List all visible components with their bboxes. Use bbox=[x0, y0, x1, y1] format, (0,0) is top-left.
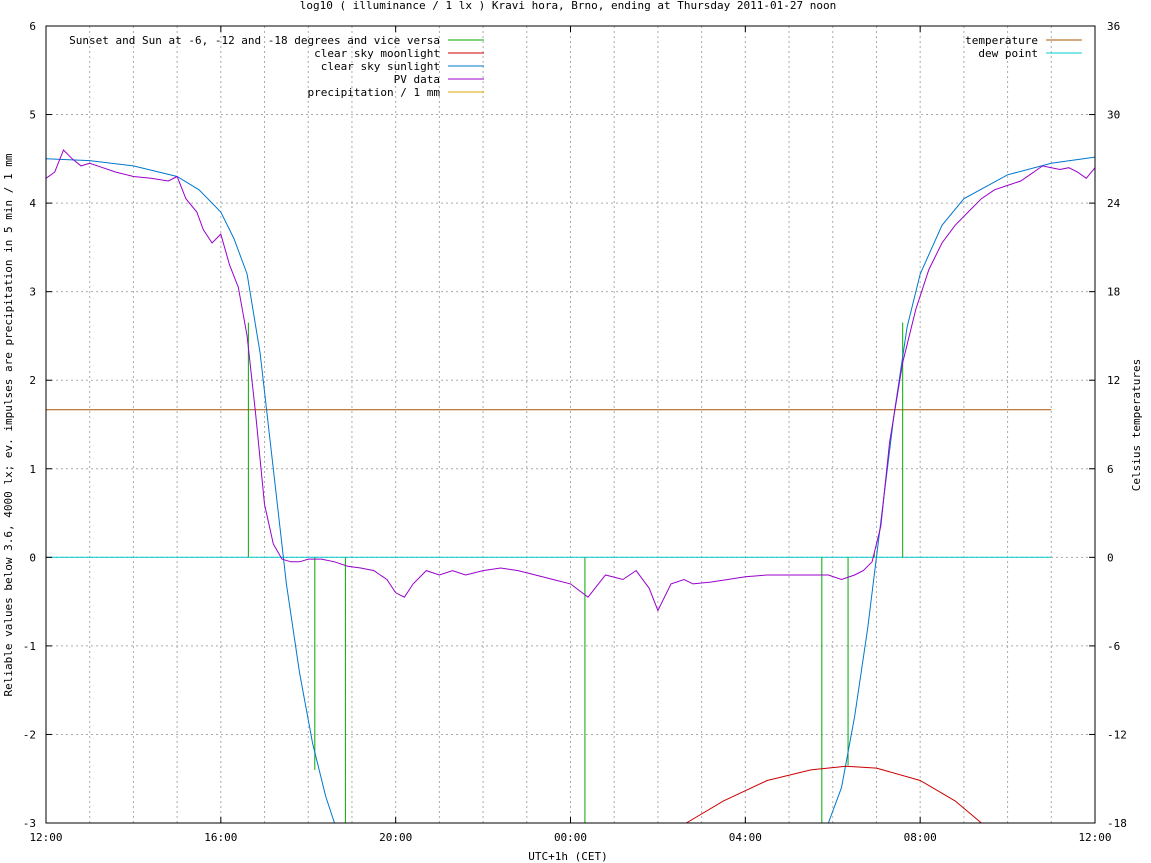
axis-ticks: 12:00 16:00 20:00 00:00 04:00 08:00 12:00-3-2-… bbox=[23, 20, 1127, 844]
y-tick-label: 2 bbox=[29, 374, 36, 387]
x-tick-label: 00:00 bbox=[554, 831, 587, 844]
y2-tick-label: 12 bbox=[1107, 374, 1120, 387]
y2-tick-label: 6 bbox=[1107, 463, 1114, 476]
x-tick-label: 12:00 bbox=[1078, 831, 1111, 844]
y-tick-label: 1 bbox=[29, 463, 36, 476]
y-tick-label: -3 bbox=[23, 817, 36, 830]
clear-sky-sunlight-curve bbox=[827, 156, 1096, 824]
x-tick-label: 16:00 bbox=[204, 831, 237, 844]
legend-left-label: Sunset and Sun at -6, -12 and -18 degree… bbox=[69, 34, 440, 47]
x-tick-label: 08:00 bbox=[904, 831, 937, 844]
y-tick-label: 4 bbox=[29, 197, 36, 210]
legend-left-label: clear sky moonlight bbox=[314, 47, 440, 60]
pv-data-line bbox=[45, 149, 1096, 612]
y2-tick-label: 36 bbox=[1107, 20, 1120, 33]
y-tick-label: 0 bbox=[29, 551, 36, 564]
chart-title: log10 ( illuminance / 1 lx ) Kravi hora,… bbox=[300, 0, 836, 12]
data-series bbox=[45, 149, 1096, 824]
y2-tick-label: 0 bbox=[1107, 551, 1114, 564]
legend-right-label: dew point bbox=[978, 47, 1038, 60]
clear-sky-sunlight-curve bbox=[45, 158, 335, 824]
legend-left-label: PV data bbox=[394, 73, 440, 86]
y-tick-label: -1 bbox=[23, 640, 36, 653]
x-tick-label: 20:00 bbox=[379, 831, 412, 844]
y2-tick-label: 30 bbox=[1107, 109, 1120, 122]
y-tick-label: 6 bbox=[29, 20, 36, 33]
y2-tick-label: -12 bbox=[1107, 728, 1127, 741]
x-axis-label: UTC+1h (CET) bbox=[528, 850, 607, 863]
y-tick-label: -2 bbox=[23, 728, 36, 741]
plot-border bbox=[45, 25, 1096, 824]
y-tick-label: 5 bbox=[29, 109, 36, 122]
y2-axis-label: Celsius temperatures bbox=[1130, 359, 1143, 491]
x-tick-label: 12:00 bbox=[29, 831, 62, 844]
legend-right-label: temperature bbox=[965, 34, 1038, 47]
y-tick-label: 3 bbox=[29, 286, 36, 299]
x-tick-label: 04:00 bbox=[729, 831, 762, 844]
legend-left-label: clear sky sunlight bbox=[321, 60, 440, 73]
grid-lines bbox=[46, 26, 1095, 823]
legend-left-label: precipitation / 1 mm bbox=[308, 86, 441, 99]
y2-tick-label: -18 bbox=[1107, 817, 1127, 830]
y2-tick-label: 18 bbox=[1107, 286, 1120, 299]
y-axis-label: Reliable values below 3.6, 4000 lx; ev. … bbox=[2, 153, 15, 696]
y2-tick-label: 24 bbox=[1107, 197, 1121, 210]
clear-sky-moonlight-curve bbox=[686, 765, 982, 824]
legend: Sunset and Sun at -6, -12 and -18 degree… bbox=[69, 34, 1082, 99]
y2-tick-label: -6 bbox=[1107, 640, 1120, 653]
